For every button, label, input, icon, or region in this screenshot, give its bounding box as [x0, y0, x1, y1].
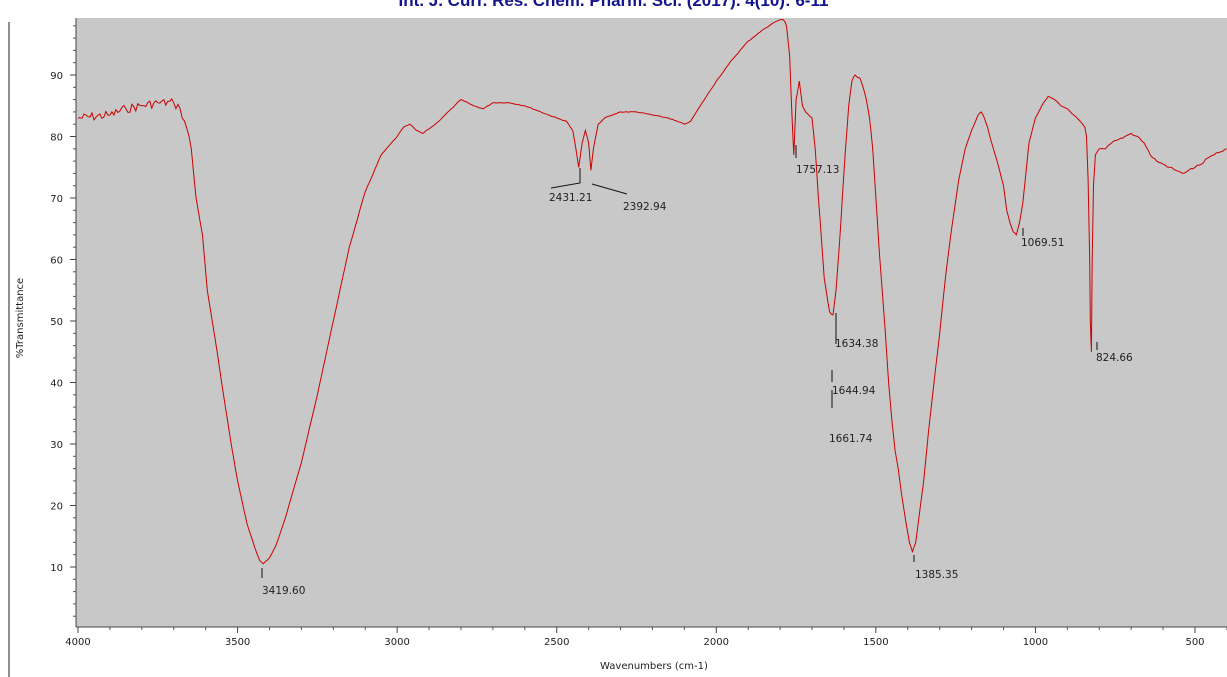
x-tick-label: 500: [1185, 637, 1204, 648]
x-axis-ticks: 4000 3500 3000 2500 2000 1500 1000 500: [65, 627, 1227, 648]
y-tick-label: 60: [50, 256, 63, 267]
peak-leader-line: [550, 168, 581, 189]
peak-label: 1661.74: [829, 433, 873, 445]
y-tick-label: 70: [50, 194, 63, 205]
y-tick-label: 30: [50, 440, 63, 451]
y-tick-label: 90: [50, 71, 63, 82]
y-tick-label: 80: [50, 133, 63, 144]
y-tick-label: 10: [50, 563, 63, 574]
x-tick-label: 4000: [65, 637, 90, 648]
x-tick-label: 3500: [225, 637, 250, 648]
x-tick-label: 2000: [704, 637, 729, 648]
peak-label: 1644.94: [832, 385, 876, 397]
spectrum-series-line: [77, 19, 1227, 565]
peak-leader-line: [591, 183, 628, 195]
y-axis-title: %Transmittance: [15, 278, 26, 358]
x-tick-label: 1500: [863, 637, 888, 648]
x-axis-title: Wavenumbers (cm-1): [600, 661, 708, 672]
x-tick-label: 3000: [384, 637, 409, 648]
peak-label: 1385.35: [915, 569, 958, 581]
x-tick-label: 2500: [544, 637, 569, 648]
peak-label: 1634.38: [835, 338, 878, 350]
peak-label: 1757.13: [796, 164, 839, 176]
peak-label: 2431.21: [549, 192, 592, 204]
y-tick-label: 20: [50, 502, 63, 513]
peak-label: 1069.51: [1021, 237, 1064, 249]
peak-label: 824.66: [1096, 352, 1133, 364]
plot-area: [76, 18, 1227, 627]
peak-label: 2392.94: [623, 201, 667, 213]
header-title: Int. J. Curr. Res. Chem. Pharm. Sci. (20…: [398, 0, 829, 10]
peak-label: 3419.60: [262, 585, 305, 597]
y-axis-ticks: 10 20 30 40 50 60 70 80 90: [50, 25, 76, 617]
x-tick-label: 1000: [1023, 637, 1048, 648]
y-tick-label: 40: [50, 379, 63, 390]
peak-annotations: 3419.60 2431.21 2392.94 1757.13 1634.38 1644.…: [261, 145, 1133, 597]
y-tick-label: 50: [50, 317, 63, 328]
